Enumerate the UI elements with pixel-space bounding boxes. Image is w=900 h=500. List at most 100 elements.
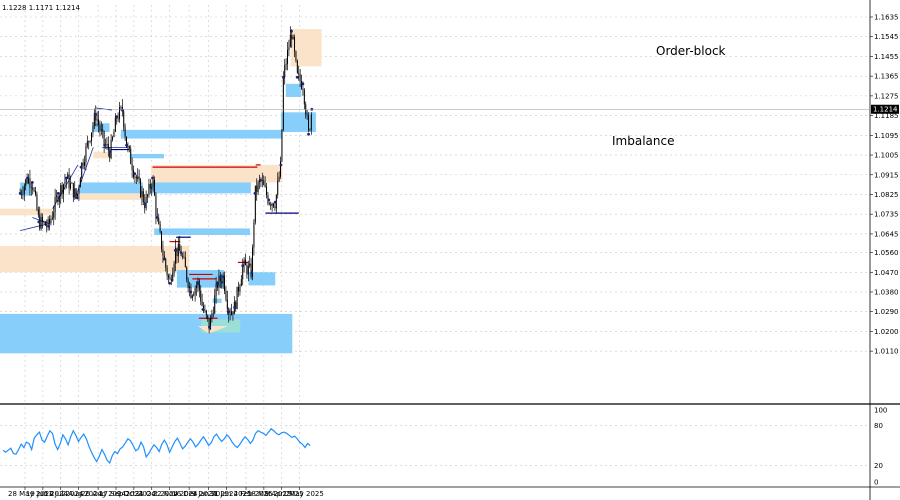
- candle-body: [288, 47, 290, 50]
- imbalance-zone: [212, 298, 222, 303]
- time-tick-label: 1 May 2025: [283, 490, 324, 498]
- imbalance-zone: [280, 112, 316, 133]
- order-block-zone: [93, 151, 110, 159]
- candle-body: [162, 249, 164, 256]
- candle-body: [224, 275, 226, 291]
- imbalance-zone: [150, 182, 251, 194]
- candle-body: [176, 247, 178, 257]
- candle-body: [198, 280, 200, 291]
- candle-body: [109, 150, 111, 158]
- candle-body: [282, 76, 284, 130]
- swing-dot: [115, 115, 119, 119]
- candle-body: [218, 275, 220, 288]
- candle-body: [177, 243, 179, 257]
- candle-body: [54, 196, 56, 213]
- candle-body: [117, 118, 119, 120]
- candle-body: [138, 176, 140, 180]
- swing-dot: [155, 216, 159, 219]
- candle-body: [247, 265, 249, 275]
- swing-dot: [259, 178, 263, 182]
- candle-body: [256, 185, 258, 193]
- imbalance-zone: [248, 272, 276, 286]
- candle-body: [205, 310, 207, 316]
- candle-body: [124, 127, 126, 137]
- candle-body: [186, 267, 188, 280]
- candle-body: [281, 129, 283, 162]
- candle-body: [226, 299, 228, 310]
- candle-body: [193, 294, 195, 296]
- imbalance-zone: [79, 182, 143, 194]
- candle-body: [145, 196, 147, 209]
- candle-body: [261, 180, 263, 181]
- swing-dot: [30, 181, 34, 184]
- candle-body: [217, 283, 219, 288]
- oscillator-tick-label: 0: [874, 479, 878, 487]
- candle-body: [92, 125, 94, 133]
- candle-body: [61, 185, 63, 194]
- candle-body: [51, 217, 53, 220]
- candle-body: [235, 301, 237, 310]
- swing-dot: [227, 310, 231, 314]
- swing-dot: [290, 29, 293, 33]
- swing-dot: [162, 257, 166, 261]
- candle-body: [89, 140, 91, 142]
- candle-body: [309, 129, 311, 131]
- order-block-zone: [0, 208, 52, 216]
- candle-body: [33, 189, 35, 191]
- time-tick-label: 31 Oct 2024: [135, 490, 179, 498]
- candle-body: [36, 194, 38, 210]
- candle-body: [119, 107, 121, 120]
- candle-body: [295, 51, 297, 61]
- swing-dot: [233, 305, 237, 309]
- time-tick-label: 16 Dec 2024: [172, 490, 217, 498]
- candle-body: [137, 176, 139, 179]
- candle-body: [183, 256, 185, 258]
- candle-body: [84, 162, 86, 166]
- time-tick-label: 9 Jan 2025: [192, 490, 230, 498]
- swing-dot: [279, 163, 283, 167]
- candle-body: [242, 264, 244, 280]
- oscillator-grid: [0, 407, 870, 484]
- candle-body: [204, 310, 206, 312]
- candle-body: [194, 288, 196, 295]
- candle-body: [163, 255, 165, 260]
- candle-body: [25, 179, 27, 186]
- candle-body: [292, 36, 294, 40]
- time-tick-label: 28 May 2024: [8, 490, 54, 498]
- candle-body: [44, 221, 46, 226]
- candle-body: [112, 137, 114, 140]
- candle-body: [222, 275, 224, 284]
- candle-body: [284, 65, 286, 77]
- swing-dot: [173, 248, 177, 252]
- candle-body: [159, 223, 161, 232]
- candle-body: [189, 286, 191, 289]
- swing-dot: [295, 75, 299, 79]
- candle-body: [22, 193, 24, 195]
- swing-dot: [79, 165, 83, 169]
- current-price-label: 1.1214: [873, 106, 898, 114]
- candle-body: [53, 212, 55, 218]
- candle-body: [212, 313, 214, 315]
- candle-body: [236, 286, 238, 310]
- candle-body: [271, 203, 273, 206]
- candle-body: [50, 219, 52, 224]
- order-block-triangle: [198, 325, 229, 334]
- candle-body: [67, 174, 69, 179]
- candle-body: [207, 315, 209, 319]
- candle-body: [154, 179, 156, 196]
- candle-body: [91, 132, 93, 141]
- imbalance-label: Imbalance: [612, 134, 674, 148]
- candle-body: [47, 219, 49, 227]
- swing-dot: [37, 220, 41, 224]
- trend-line: [74, 147, 94, 201]
- price-tick-label: 1.0200: [874, 328, 899, 336]
- candle-body: [273, 203, 275, 207]
- candle-body: [298, 72, 300, 74]
- swing-dot: [250, 270, 254, 274]
- price-tick-label: 1.1365: [874, 73, 899, 81]
- candle-body: [169, 277, 171, 280]
- price-tick-label: 1.0560: [874, 249, 899, 257]
